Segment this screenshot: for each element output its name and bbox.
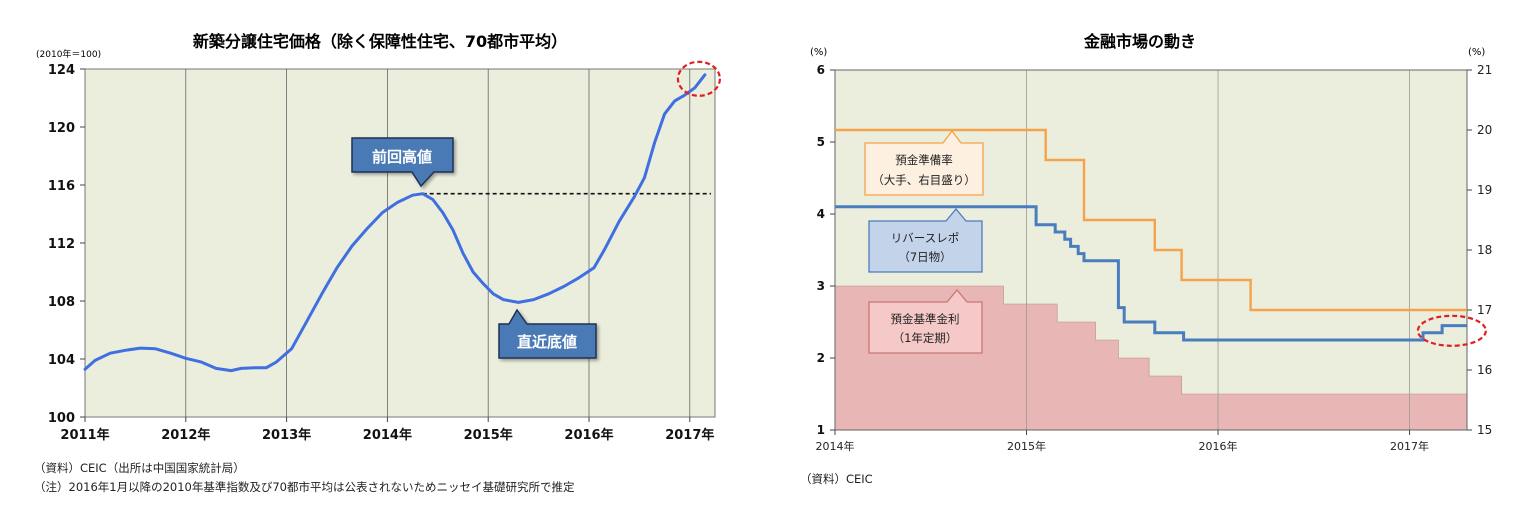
right-y-left-tick-label: 3 [817, 279, 825, 293]
right-y-left-tick-label: 4 [817, 207, 825, 221]
left-y-tick-label: 100 [48, 411, 75, 426]
previous-high-callout-box [351, 137, 454, 188]
right-y-right-tick-label: 21 [1477, 63, 1492, 77]
right-y-axis-right: 21 20 19 18 17 16 15 [1467, 63, 1492, 437]
reserve-ratio-legend-line1: 預金準備率 [895, 153, 953, 167]
right-x-tick-label: 2014年 [816, 439, 855, 453]
right-y-right-tick-label: 16 [1477, 363, 1492, 377]
deposit-rate-series-area [834, 285, 1468, 431]
left-x-tick-label: 2015年 [464, 427, 513, 443]
reserve-ratio-series-line [835, 128, 1467, 312]
left-plot-area [84, 68, 716, 418]
right-y-left-tick-label: 2 [817, 351, 825, 365]
reserve-ratio-legend-box [864, 129, 984, 196]
reverse-repo-legend-line2: （7日物） [898, 250, 951, 264]
latest-value-highlight-circle [676, 60, 722, 97]
right-x-tick-label: 2017年 [1390, 439, 1429, 453]
left-source-note: （資料）CEIC（出所は中国国家統計局） [34, 461, 245, 475]
right-y-axis-left: 6 5 4 3 2 1 [817, 63, 835, 437]
left-x-axis: 2011年 2012年 2013年 2014年 2015年 2016年 2017年 [60, 417, 714, 443]
recent-low-callout [498, 308, 597, 359]
right-x-tick-label: 2015年 [1007, 439, 1046, 453]
reverse-repo-legend-box [868, 207, 983, 273]
previous-high-label: 前回高値 [372, 148, 432, 166]
left-x-tick-label: 2014年 [363, 427, 412, 443]
right-y-right-tick-label: 15 [1477, 423, 1492, 437]
previous-high-callout [351, 137, 454, 188]
left-chart-title: 新築分譲住宅価格（除く保障性住宅、70都市平均） [193, 32, 567, 51]
left-x-tick-label: 2013年 [262, 427, 311, 443]
housing-price-series-line [83, 73, 707, 373]
left-y-tick-label: 112 [48, 237, 75, 252]
left-y-tick-label: 108 [48, 295, 75, 310]
recent-low-callout-box [498, 308, 597, 359]
left-y-tick-label: 124 [48, 63, 75, 78]
right-source-note: （資料）CEIC [800, 472, 873, 486]
left-x-tick-label: 2012年 [161, 427, 210, 443]
right-y-left-tick-label: 6 [817, 63, 825, 77]
right-x-axis: 2014年 2015年 2016年 2017年 [816, 430, 1429, 453]
left-y-tick-label: 104 [48, 353, 75, 368]
right-x-tick-label: 2016年 [1199, 439, 1238, 453]
right-y-right-tick-label: 17 [1477, 303, 1492, 317]
right-chart-title: 金融市場の動き [1083, 32, 1196, 51]
right-y-right-tick-label: 18 [1477, 243, 1492, 257]
housing-price-chart: 新築分譲住宅価格（除く保障性住宅、70都市平均） (2010年＝100) 124… [36, 32, 722, 443]
right-y-right-tick-label: 20 [1477, 123, 1492, 137]
reserve-ratio-legend-line2: （大手、右目盛り） [872, 173, 976, 187]
left-x-tick-label: 2011年 [60, 427, 109, 443]
reverse-repo-legend-line1: リバースレポ [891, 231, 959, 245]
right-y-left-tick-label: 1 [817, 423, 825, 437]
recent-rate-highlight-circle [1416, 314, 1487, 347]
deposit-rate-legend-box [868, 288, 983, 354]
deposit-rate-legend-line1: 預金基準金利 [891, 312, 960, 326]
reverse-repo-series-line [835, 205, 1467, 342]
left-y-tick-label: 116 [48, 179, 75, 194]
right-y-right-tick-label: 19 [1477, 183, 1492, 197]
left-x-tick-label: 2016年 [564, 427, 613, 443]
left-footnote: （注）2016年1月以降の2010年基準指数及び70都市平均は公表されないためニ… [34, 480, 575, 494]
left-x-tick-label: 2017年 [665, 427, 714, 443]
recent-low-label: 直近底値 [517, 333, 577, 351]
right-y-left-tick-label: 5 [817, 135, 825, 149]
right-y-left-unit: (%) [810, 47, 827, 58]
deposit-rate-legend-line2: （1年定期） [893, 331, 958, 345]
left-y-tick-label: 120 [48, 121, 75, 136]
left-y-unit: (2010年＝100) [36, 48, 101, 60]
right-y-right-unit: (%) [1468, 47, 1485, 58]
left-y-axis: 124 120 116 112 108 104 100 [48, 63, 85, 426]
